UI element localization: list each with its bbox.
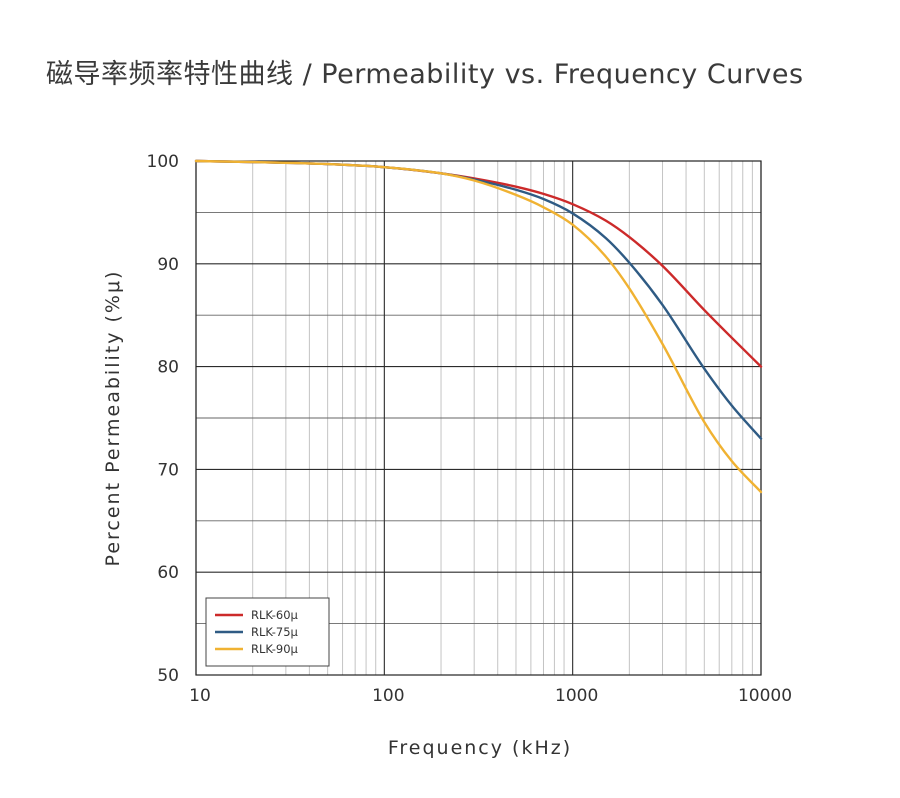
series-line-2 <box>194 159 763 440</box>
x-axis-title: Frequency (kHz) <box>388 737 572 759</box>
y-tick-label: 70 <box>157 460 179 480</box>
tick-labels: 10 100 1000 10000 50 60 70 80 90 100 <box>147 152 793 706</box>
y-tick-label: 100 <box>147 152 179 172</box>
y-tick-label: 90 <box>157 255 179 275</box>
x-tick-label: 1000 <box>555 686 598 706</box>
x-tick-label: 10000 <box>738 686 792 706</box>
legend-label: RLK-60μ <box>251 608 299 622</box>
x-tick-label: 100 <box>372 686 404 706</box>
y-tick-label: 60 <box>157 563 179 583</box>
y-tick-label: 50 <box>157 666 179 686</box>
y-tick-label: 80 <box>157 358 179 378</box>
plot-frame <box>195 160 762 676</box>
chart-title: 磁导率频率特性曲线 / Permeability vs. Frequency C… <box>46 59 804 90</box>
series-line-3 <box>194 159 763 494</box>
x-tick-label: 10 <box>189 686 211 706</box>
grid <box>195 160 762 676</box>
legend-label: RLK-90μ <box>251 642 299 656</box>
legend-label: RLK-75μ <box>251 625 299 639</box>
legend: RLK-60μ RLK-75μ RLK-90μ <box>205 597 330 667</box>
series-lines <box>194 159 763 494</box>
y-axis-title: Percent Permeability (%μ) <box>102 270 124 567</box>
